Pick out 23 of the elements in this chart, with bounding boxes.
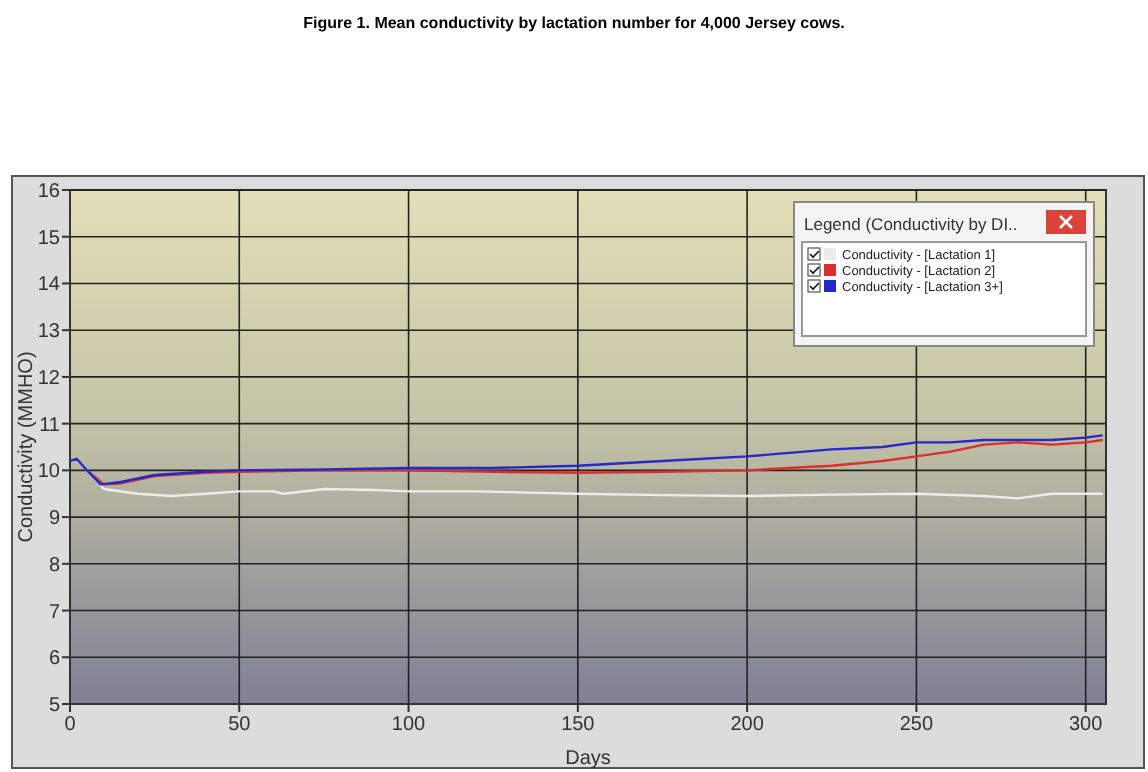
x-tick-label: 300	[1069, 714, 1104, 736]
x-tick-label: 150	[561, 714, 596, 736]
x-tick-label: 100	[391, 714, 427, 736]
y-tick-label: 10	[37, 461, 61, 484]
y-tick-label: 13	[37, 321, 61, 344]
y-tick-label: 16	[37, 181, 61, 203]
y-tick-label: 9	[48, 508, 61, 531]
y-tick-label: 11	[39, 414, 61, 437]
x-tick-label: 250	[899, 714, 934, 736]
y-axis-title: Conductivity (MMHO)	[16, 351, 38, 543]
x-axis-title: Days	[565, 748, 611, 770]
x-tick-label: 50	[228, 714, 252, 736]
x-tick-label: 0	[64, 714, 77, 736]
y-tick-label: 8	[48, 554, 61, 577]
chart-title: Figure 1. Mean conductivity by lactation number for 4,000 Jersey cows.	[303, 14, 845, 32]
legend-title: Legend (Conductivity by DI..	[804, 214, 1018, 234]
y-tick-label: 14	[37, 274, 61, 297]
y-tick-label: 5	[48, 695, 61, 717]
y-tick-label: 12	[37, 367, 61, 390]
y-tick-label: 15	[37, 227, 61, 250]
x-tick-label: 200	[730, 714, 765, 736]
y-tick-label: 7	[48, 601, 61, 624]
y-tick-label: 6	[48, 648, 61, 671]
